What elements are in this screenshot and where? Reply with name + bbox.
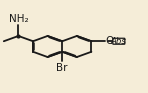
Text: Br: Br [56, 63, 68, 73]
FancyBboxPatch shape [113, 38, 125, 44]
Text: NH₂: NH₂ [9, 14, 28, 24]
Text: Abs: Abs [111, 37, 127, 46]
Text: O: O [106, 36, 114, 46]
